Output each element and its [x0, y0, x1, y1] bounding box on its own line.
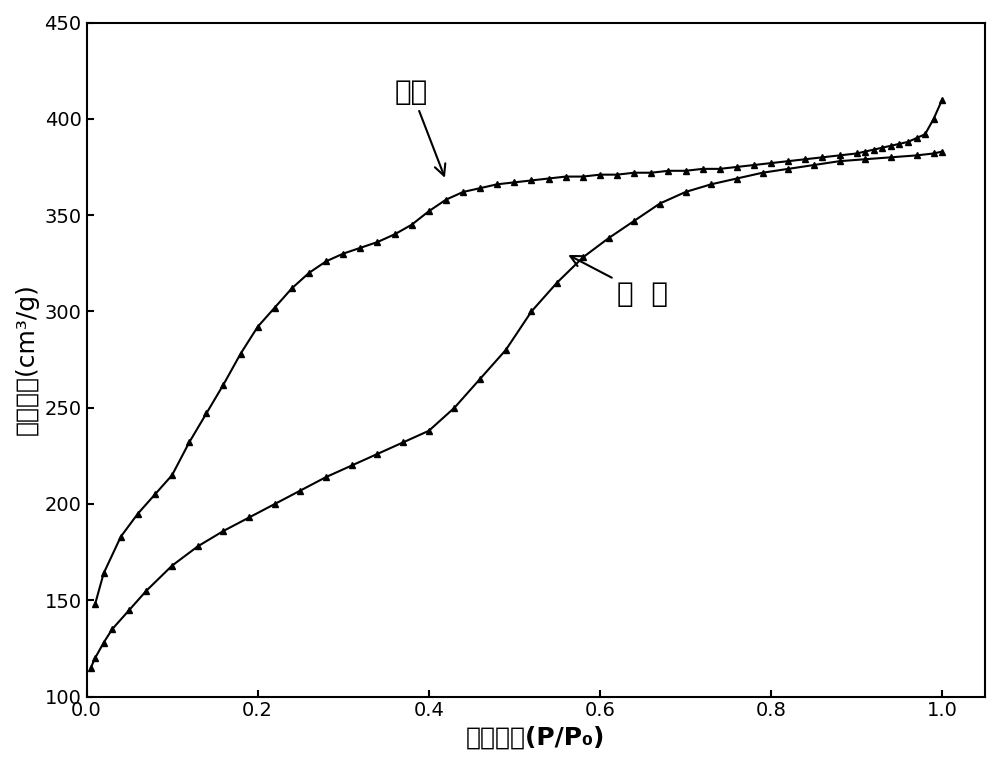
Text: 吸  附: 吸 附 [570, 256, 668, 308]
Text: 脱附: 脱附 [395, 77, 445, 176]
X-axis label: 相对压力(P/P₀): 相对压力(P/P₀) [466, 726, 605, 750]
Y-axis label: 吸附体积(cm³/g): 吸附体积(cm³/g) [15, 284, 39, 435]
